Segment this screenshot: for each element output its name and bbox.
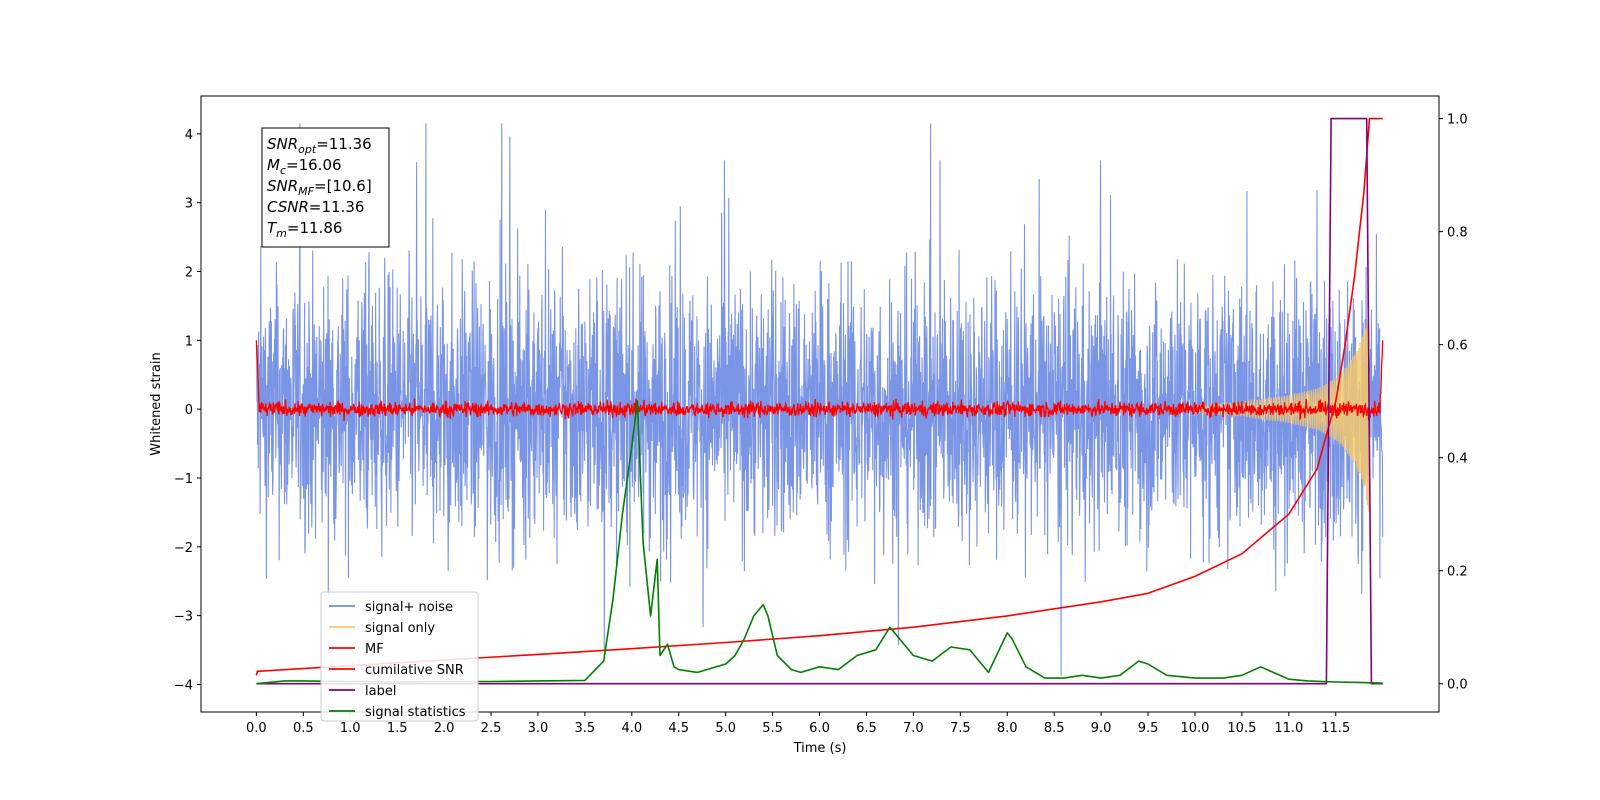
- x-tick-label: 3.0: [528, 721, 549, 736]
- series-layer: [255, 117, 1384, 685]
- annotation-subscript: MF: [298, 185, 314, 198]
- x-tick-label: 1.5: [387, 721, 408, 736]
- annotation-line: CSNR=11.36: [267, 198, 364, 216]
- annotation-subscript: opt: [298, 143, 317, 156]
- x-tick-label: 6.0: [809, 721, 830, 736]
- x-tick-label: 10.5: [1227, 721, 1256, 736]
- y-left-tick-label: −4: [174, 678, 193, 693]
- x-tick-label: 4.5: [668, 721, 689, 736]
- legend-entry-label: cumilative SNR: [365, 663, 464, 678]
- series-signal-statistics-line: [256, 400, 1383, 685]
- y-axis-label-left: Whitened strain: [149, 352, 164, 455]
- x-axis-label: Time (s): [793, 741, 847, 756]
- x-tick-label: 3.5: [575, 721, 596, 736]
- x-tick-label: 8.0: [997, 721, 1018, 736]
- y-right-tick-label: 0.2: [1447, 565, 1468, 580]
- y-left-tick-label: 1: [185, 334, 193, 349]
- x-tick-label: 2.5: [481, 721, 502, 736]
- y-left-tick-label: 4: [185, 128, 193, 143]
- annotation-line: SNRMF=[10.6]: [267, 177, 372, 198]
- x-tick-label: 11.5: [1321, 721, 1350, 736]
- x-tick-label: 9.0: [1091, 721, 1112, 736]
- annotation-symbol: T: [267, 219, 278, 237]
- y-left-tick-label: −1: [174, 472, 193, 487]
- x-tick-label: 10.0: [1180, 721, 1209, 736]
- legend-entry-label: MF: [365, 642, 384, 657]
- annotation-symbol: CSNR: [267, 198, 309, 216]
- y-right-tick-label: 1.0: [1447, 113, 1468, 128]
- x-tick-label: 6.5: [856, 721, 877, 736]
- annotation-line: Mc=16.06: [267, 156, 342, 177]
- y-left-tick-label: 3: [185, 197, 193, 212]
- annotation-value: =11.86: [287, 219, 343, 237]
- legend-entry-label: signal statistics: [365, 705, 466, 720]
- x-tick-label: 5.0: [715, 721, 736, 736]
- annotation-symbol: M: [267, 156, 280, 174]
- y-left-tick-label: −3: [174, 610, 193, 625]
- x-tick-label: 4.0: [621, 721, 642, 736]
- annotation-symbol: SNR: [267, 177, 298, 195]
- legend-entry-label: signal+ noise: [365, 600, 453, 615]
- y-right-tick-label: 0.0: [1447, 678, 1468, 693]
- legend-frame: [320, 591, 479, 722]
- y-left-tick-label: 2: [185, 266, 193, 281]
- annotation-value: =11.36: [316, 135, 372, 153]
- annotation-line: SNRopt=11.36: [267, 135, 372, 156]
- series-mf-line: [255, 340, 1384, 422]
- y-axis-left: 4 3 2 1 0 −1 −2 −3 −4: [174, 128, 201, 693]
- y-left-tick-label: −2: [174, 541, 193, 556]
- x-tick-label: 0.5: [293, 721, 314, 736]
- legend: signal+ noise signal only MF cumilative SNR…: [320, 591, 479, 722]
- annotation-value: =16.06: [286, 156, 342, 174]
- legend-entry-label: label: [365, 684, 396, 699]
- x-tick-label: 0.0: [246, 721, 267, 736]
- x-tick-label: 8.5: [1044, 721, 1065, 736]
- annotation-subscript: m: [276, 227, 287, 240]
- annotation-subscript: c: [280, 164, 286, 177]
- annotation-box: SNRopt=11.36Mc=16.06SNRMF=[10.6]CSNR=11.…: [261, 127, 390, 248]
- x-tick-label: 7.0: [903, 721, 924, 736]
- series-cumulative-snr-line: [255, 117, 1383, 676]
- annotation-symbol: SNR: [267, 135, 298, 153]
- x-axis: 0.0 0.5 1.0 1.5 2.0 2.5 3.0 3.5 4.0 4.5 5.0 5.5 6.0 6…: [246, 712, 1350, 736]
- series-signal-noise-line: [255, 123, 1384, 676]
- x-tick-label: 9.5: [1138, 721, 1159, 736]
- x-tick-label: 11.0: [1274, 721, 1303, 736]
- annotation-value: =[10.6]: [314, 177, 372, 195]
- x-tick-label: 7.5: [950, 721, 971, 736]
- y-right-tick-label: 0.8: [1447, 226, 1468, 241]
- annotation-value: =11.36: [309, 198, 365, 216]
- y-axis-right: 1.0 0.8 0.6 0.4 0.2 0.0: [1439, 113, 1468, 693]
- y-left-tick-label: 0: [185, 403, 193, 418]
- x-tick-label: 1.0: [340, 721, 361, 736]
- y-right-tick-label: 0.6: [1447, 339, 1468, 354]
- annotation-line: Tm=11.86: [267, 219, 342, 240]
- annotation-frame: [261, 127, 390, 248]
- x-tick-label: 5.5: [762, 721, 783, 736]
- y-right-tick-label: 0.4: [1447, 452, 1468, 467]
- x-tick-label: 2.0: [434, 721, 455, 736]
- series-label-line: [256, 117, 1383, 685]
- legend-entry-label: signal only: [365, 621, 435, 636]
